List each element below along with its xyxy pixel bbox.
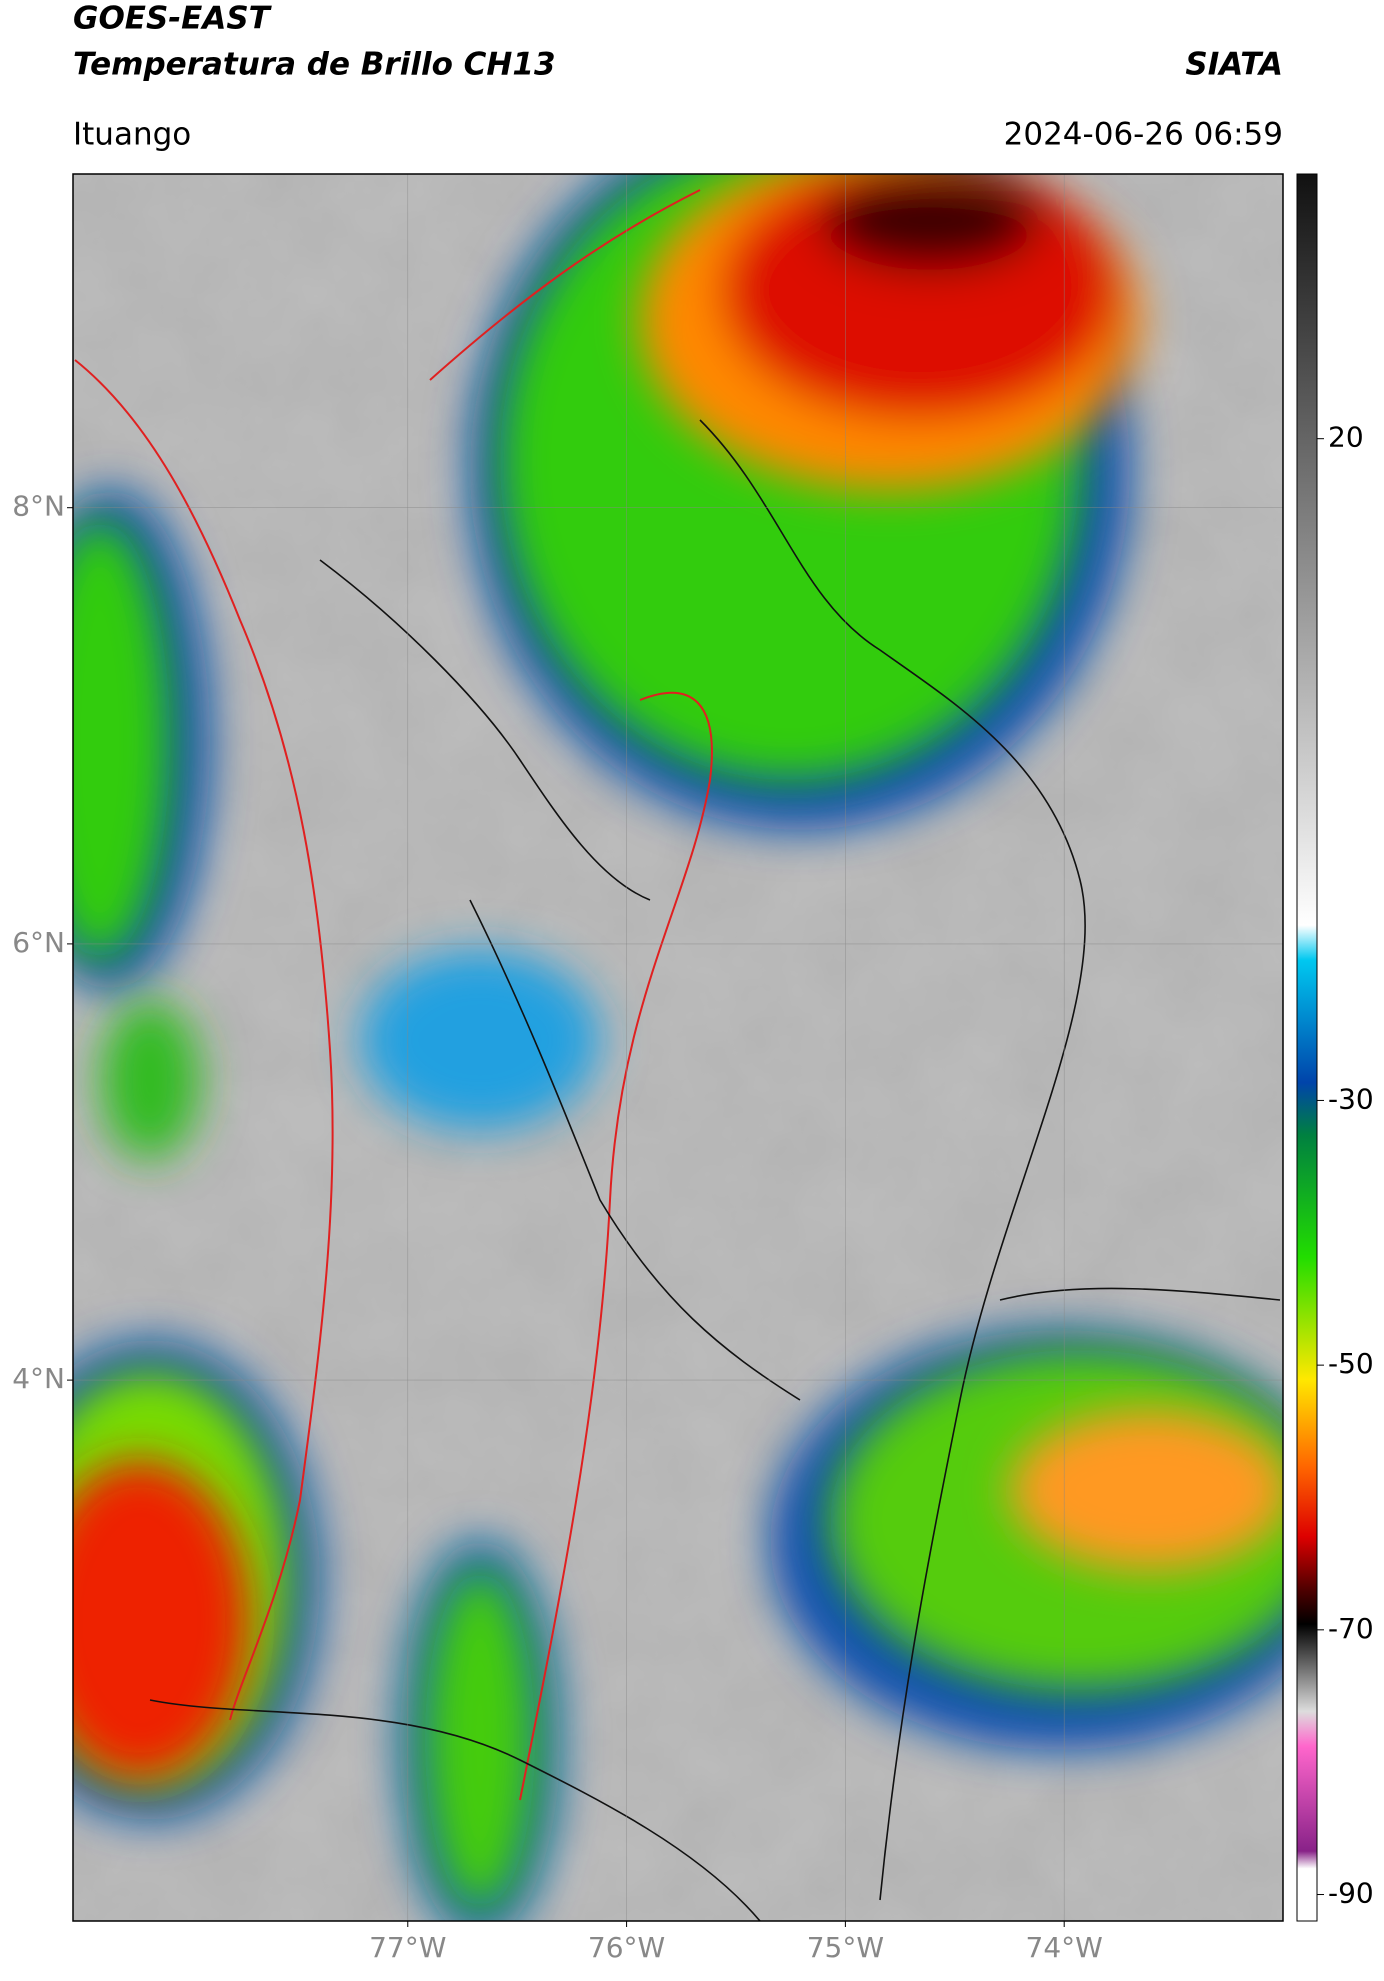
x-tick-label: 74°W <box>1026 1931 1103 1964</box>
colorbar <box>1296 173 1318 1922</box>
y-tick-label: 4°N <box>12 1362 65 1395</box>
datetime: 2024-06-26 06:59 <box>1004 117 1283 153</box>
graticule <box>73 174 1283 1921</box>
x-tick-label: 75°W <box>807 1931 884 1964</box>
colorbar-tick-label: -50 <box>1328 1347 1374 1380</box>
y-tick-label: 6°N <box>12 926 65 959</box>
map-frame <box>72 173 1284 1922</box>
colorbar-tick-label: -70 <box>1328 1612 1374 1645</box>
y-tick-label: 8°N <box>12 490 65 523</box>
location: Ituango <box>73 117 191 153</box>
colorbar-tick-label: -30 <box>1328 1082 1374 1115</box>
x-tick-label: 77°W <box>369 1931 446 1964</box>
title: GOES-EAST <box>73 1 273 37</box>
colorbar-tick-label: -90 <box>1328 1877 1374 1910</box>
colorbar-tick-label: 20 <box>1328 421 1364 454</box>
subtitle: Temperatura de Brillo CH13 <box>73 47 556 83</box>
source: SIATA <box>1185 47 1283 83</box>
x-tick-label: 76°W <box>588 1931 665 1964</box>
satellite-image <box>73 174 1283 1921</box>
